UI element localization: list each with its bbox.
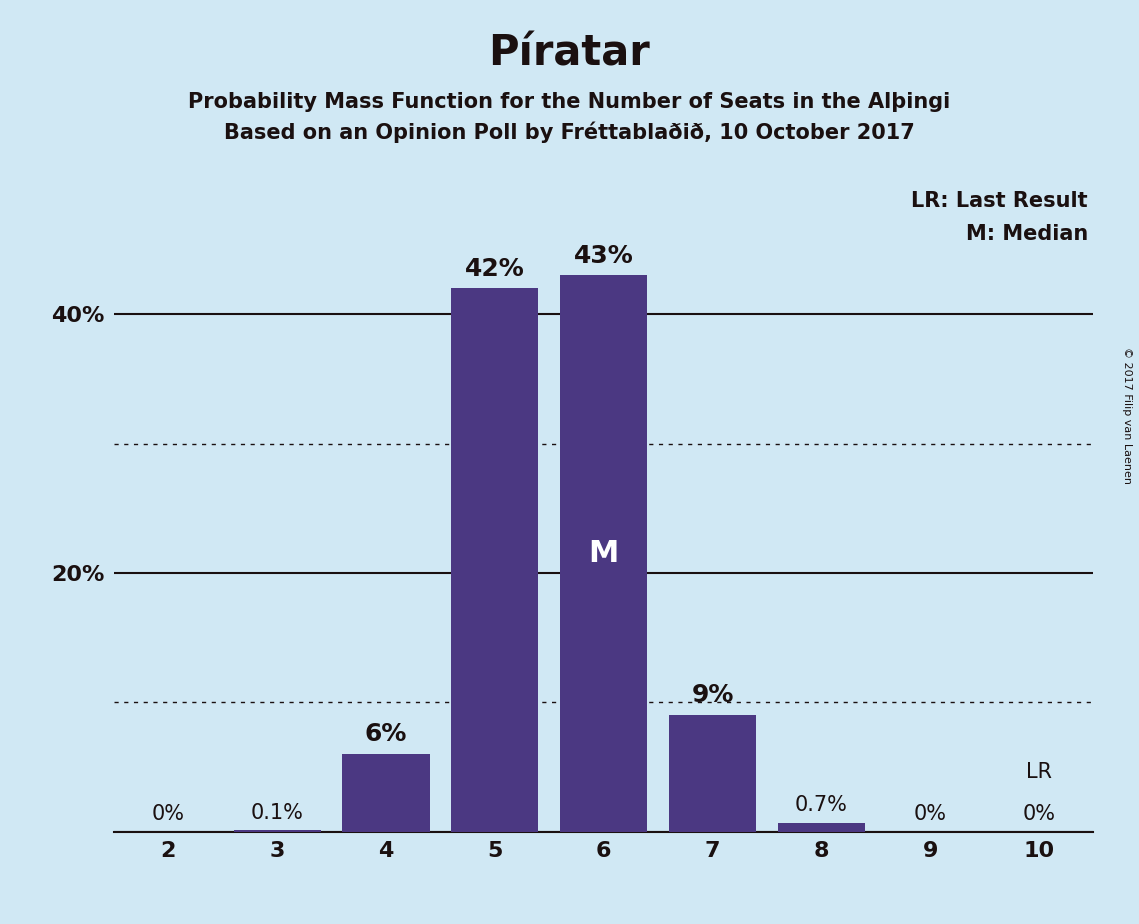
Text: 0%: 0%: [1023, 804, 1056, 824]
Bar: [451, 288, 539, 832]
Text: Based on an Opinion Poll by Fréttablaðið, 10 October 2017: Based on an Opinion Poll by Fréttablaðið…: [224, 122, 915, 143]
Bar: [778, 822, 865, 832]
Text: 0%: 0%: [913, 804, 947, 824]
Text: 0.1%: 0.1%: [251, 803, 304, 822]
Text: M: M: [589, 539, 618, 568]
Text: © 2017 Filip van Laenen: © 2017 Filip van Laenen: [1122, 347, 1132, 484]
Bar: [669, 715, 756, 832]
Text: Píratar: Píratar: [489, 32, 650, 74]
Bar: [233, 831, 321, 832]
Text: Probability Mass Function for the Number of Seats in the Alþingi: Probability Mass Function for the Number…: [188, 92, 951, 113]
Text: LR: Last Result: LR: Last Result: [911, 191, 1088, 212]
Text: 42%: 42%: [465, 257, 525, 281]
Text: 0.7%: 0.7%: [795, 795, 847, 815]
Bar: [343, 754, 429, 832]
Text: 0%: 0%: [151, 804, 185, 824]
Text: 9%: 9%: [691, 684, 734, 708]
Text: 6%: 6%: [364, 723, 407, 747]
Text: 43%: 43%: [574, 244, 633, 268]
Bar: [560, 275, 647, 832]
Text: M: Median: M: Median: [966, 224, 1088, 244]
Text: LR: LR: [1026, 762, 1052, 783]
